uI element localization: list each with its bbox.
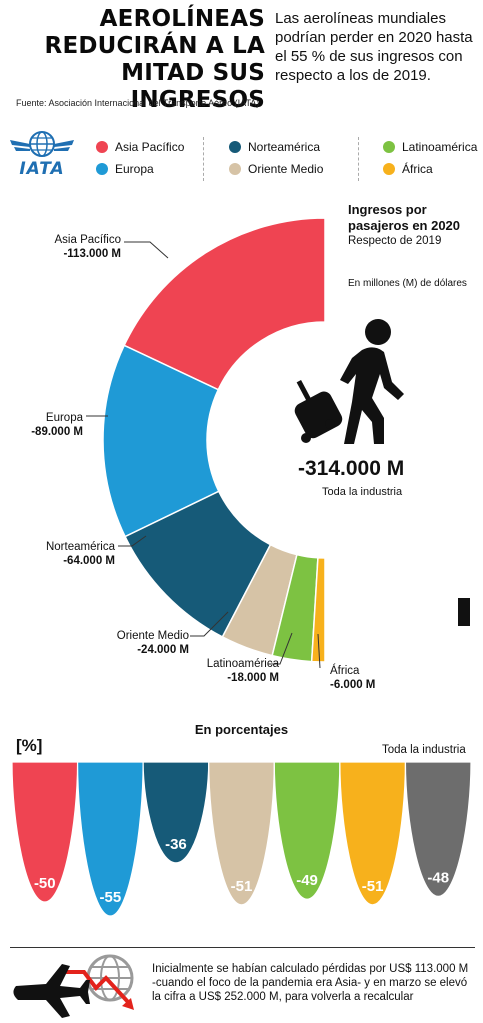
iata-logo: IATA xyxy=(8,130,76,180)
drop-value-label: -51 xyxy=(231,878,253,895)
bottom-note: Inicialmente se habían calculado pérdida… xyxy=(152,963,469,1003)
total-industry-value: -314.000 M xyxy=(298,457,405,480)
logo-text: IATA xyxy=(19,159,65,179)
legend-item-europa: Europa xyxy=(96,162,154,176)
drop-oriente-medio xyxy=(208,761,275,906)
drop-value-label: -49 xyxy=(296,872,318,889)
legend-item-norteamerica: Norteamérica xyxy=(229,140,320,154)
leader-line-africa xyxy=(317,633,321,669)
drop-latinoam-rica xyxy=(273,761,341,900)
ingresos-subtitle: Respecto de 2019 xyxy=(348,235,442,247)
region-name: Latinoamérica xyxy=(206,658,279,670)
region-name: Norteamérica xyxy=(45,541,115,553)
region-label-norteamerica: Norteamérica -64.000 M xyxy=(46,540,115,568)
region-name: Asia Pacífico xyxy=(54,234,121,246)
legend-swatch xyxy=(96,141,108,153)
legend-divider xyxy=(203,137,204,181)
region-value: -64.000 M xyxy=(63,555,115,567)
region-value: -89.000 M xyxy=(31,426,83,438)
bottom-divider xyxy=(10,947,475,948)
percentages-drop-chart: -50 -55 -36 -51 -49 -51 -48 xyxy=(11,761,472,917)
drop-value-label: -50 xyxy=(34,875,56,892)
airplane-globe-decline-icon xyxy=(13,954,134,1018)
legend-label: Oriente Medio xyxy=(248,162,324,176)
region-name: Oriente Medio xyxy=(116,630,189,642)
ingresos-title-line: pasajeros en 2020 xyxy=(348,218,461,233)
drop-value-label: -55 xyxy=(100,889,122,906)
drop-norteam-rica xyxy=(142,761,210,864)
region-label-asia: Asia Pacífico -113.000 M xyxy=(55,233,121,261)
title-line: MITAD SUS INGRESOS xyxy=(121,60,265,113)
region-label-europa: Europa -89.000 M xyxy=(31,411,83,439)
ingresos-units: En millones (M) de dólares xyxy=(348,278,467,289)
legend-item-latinoamerica: Latinoamérica xyxy=(383,140,477,154)
leader-lines xyxy=(86,241,321,669)
ingresos-title: Ingresos por pasajeros en 2020 xyxy=(348,202,460,234)
leader-line-asia xyxy=(124,241,169,259)
region-value: -6.000 M xyxy=(330,679,376,691)
legend-divider xyxy=(358,137,359,181)
region-value: -18.000 M xyxy=(227,672,279,684)
page-subtitle: Las aerolíneas mundiales podrían perder … xyxy=(275,10,473,84)
total-industry-label: Toda la industria xyxy=(322,486,403,498)
publisher-badge xyxy=(458,598,470,626)
percentages-unit: [%] xyxy=(16,736,43,755)
leader-line-latinoamerica xyxy=(268,632,293,665)
donut-slice--frica xyxy=(310,556,326,663)
source-note: Fuente: Asociación Internacional del Tra… xyxy=(16,98,260,108)
page-title: AEROLÍNEAS REDUCIRÁN A LA MITAD SUS INGR… xyxy=(0,6,265,114)
region-label-africa: África -6.000 M xyxy=(330,664,375,692)
title-line: REDUCIRÁN A LA xyxy=(44,33,265,59)
leader-line-norteamerica xyxy=(118,535,147,547)
donut-slice-asia-pac-fico xyxy=(123,217,326,391)
legend-swatch xyxy=(229,163,241,175)
legend-swatch xyxy=(383,163,395,175)
region-value: -24.000 M xyxy=(137,644,189,656)
legend-item-asia: Asia Pacífico xyxy=(96,140,184,154)
legend-label: Asia Pacífico xyxy=(115,140,185,154)
drop--frica xyxy=(339,761,407,906)
drop-asia-pac-fico xyxy=(11,761,79,903)
legend-label: África xyxy=(402,162,433,176)
legend-swatch xyxy=(96,163,108,175)
globe-wings-icon xyxy=(10,131,74,157)
drop-value-label: -36 xyxy=(165,836,187,853)
drop-toda-la-industria xyxy=(404,761,472,898)
region-name: Europa xyxy=(45,412,83,424)
drop-value-label: -48 xyxy=(427,869,449,886)
legend-label: Europa xyxy=(115,162,154,176)
leader-line-oriente-medio xyxy=(190,611,229,637)
region-label-latinoamerica: Latinoamérica -18.000 M xyxy=(207,657,279,685)
percentages-title: En porcentajes xyxy=(194,722,289,737)
ingresos-title-line: Ingresos por xyxy=(348,202,427,217)
region-value: -113.000 M xyxy=(63,248,121,260)
legend-label: Latinoamérica xyxy=(402,140,478,154)
title-line: AEROLÍNEAS xyxy=(99,6,265,32)
region-label-oriente-medio: Oriente Medio -24.000 M xyxy=(117,629,189,657)
percentages-industry-label: Toda la industria xyxy=(382,744,466,756)
legend-swatch xyxy=(229,141,241,153)
drop-value-label: -51 xyxy=(362,878,384,895)
legend-swatch xyxy=(383,141,395,153)
legend-label: Norteamérica xyxy=(248,140,321,154)
legend-item-oriente-medio: Oriente Medio xyxy=(229,162,323,176)
traveler-with-suitcase-icon xyxy=(294,319,404,444)
ingresos-donut-chart xyxy=(102,217,326,663)
drop-europa xyxy=(76,761,144,917)
legend-item-africa: África xyxy=(383,162,433,176)
region-name: África xyxy=(330,665,360,677)
